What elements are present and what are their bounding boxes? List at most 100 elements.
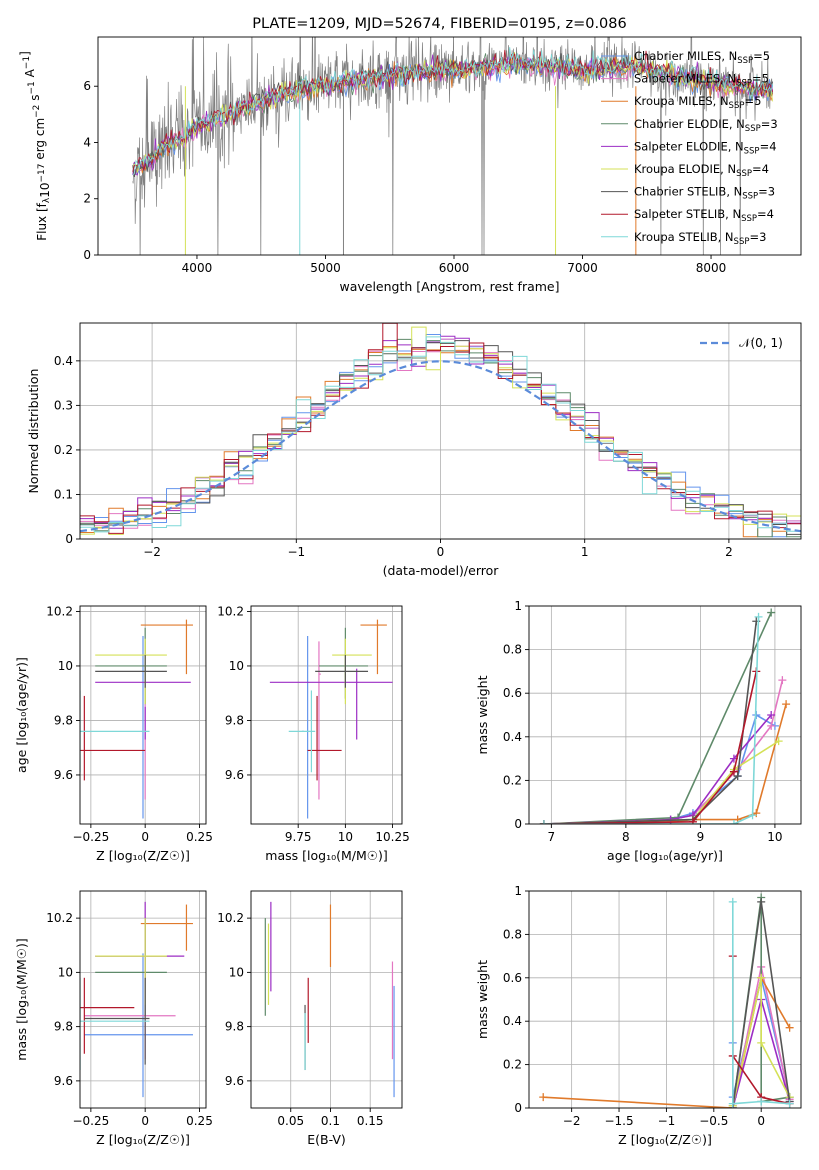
y-label-part: −1: [22, 56, 32, 69]
panel-3: −0.25 0 0.25 9.6 9.8 10 10.2 Z [log₁₀(Z/Z☉)] age…: [14, 604, 213, 863]
legend-label: Kroupa MILES, NSSP=5: [634, 94, 761, 111]
weight-marker: [782, 700, 791, 709]
y-tick-label: 0.2: [54, 443, 73, 457]
legend-label: Chabrier MILES, NSSP=5: [634, 49, 770, 66]
y-tick-label: 9.6: [225, 768, 244, 782]
model-spectrum: [132, 47, 774, 175]
legend-text: Salpeter ELODIE, N: [634, 139, 744, 153]
y-axis-label: mass weight: [475, 960, 490, 1039]
x-tick-label: 0: [141, 830, 149, 844]
y-tick-label: 0: [514, 1101, 522, 1115]
legend-label: Chabrier STELIB, NSSP=3: [634, 185, 775, 202]
axes-frame: [250, 605, 403, 825]
legend-tail: =3: [761, 117, 778, 131]
axes-frame: [79, 890, 207, 1109]
y-tick-label: 9.8: [54, 713, 73, 727]
weight-line: [543, 621, 758, 824]
legend-tail: =4: [757, 207, 774, 221]
x-tick-label: 10.25: [375, 830, 409, 844]
legend-sub: SSP: [729, 101, 745, 111]
x-tick-label: 2: [725, 545, 733, 559]
weight-marker: [767, 711, 776, 719]
legend-label: Chabrier ELODIE, NSSP=3: [634, 117, 778, 134]
y-tick-label: 9.6: [54, 768, 73, 782]
panel-8: −2 −1.5 −1 −0.5 0 0 0.2 0.4 0.6 0.8 1 Z [log₁₀(Z/Z☉…: [475, 884, 802, 1147]
y-label-part: s: [28, 95, 42, 105]
y-label-part: λ: [42, 197, 52, 203]
weight-line: [543, 671, 758, 824]
weight-marker: [778, 676, 787, 685]
legend-label: Kroupa STELIB, NSSP=3: [634, 230, 766, 247]
weight-marker: [774, 737, 783, 746]
weight-marker: [728, 1099, 737, 1108]
legend-tail: =3: [758, 185, 775, 199]
data-layer: [132, 37, 774, 255]
y-tick-label: 0.2: [503, 1058, 522, 1072]
histogram-step: [80, 323, 801, 534]
y-tick-label: 1: [514, 599, 522, 613]
y-tick-label: 0.2: [503, 773, 522, 787]
y-axis-label: mass weight: [475, 675, 490, 754]
x-tick-label: 0.05: [277, 1114, 304, 1128]
data-layer: [80, 901, 193, 1098]
x-tick-label: 7: [548, 830, 556, 844]
x-tick-label: −1.5: [604, 1114, 633, 1128]
y-tick-label: 10: [58, 965, 73, 979]
x-tick-label: 7000: [567, 261, 598, 275]
axes-frame: [79, 605, 207, 825]
y-tick-label: 10.2: [46, 911, 73, 925]
y-tick-label: 4: [83, 135, 91, 149]
legend: 𝒩(0, 1): [700, 336, 783, 350]
weight-marker: [748, 811, 757, 820]
legend-sub: SSP: [734, 237, 750, 247]
panel-7: 0.05 0.1 0.15 9.6 9.8 10 10.2 E(B-V): [217, 890, 403, 1147]
legend-sub: SSP: [741, 214, 757, 224]
x-axis-label: Z [log₁₀(Z/Z☉)]: [96, 848, 190, 863]
x-tick-label: −0.25: [72, 830, 109, 844]
y-tick-label: 0.4: [503, 1014, 522, 1028]
y-tick-label: 0.4: [503, 730, 522, 744]
y-tick-label: 0.8: [503, 927, 522, 941]
y-tick-label: 10.2: [46, 604, 73, 618]
axes-frame: [528, 605, 802, 825]
x-axis-label: Z [log₁₀(Z/Z☉)]: [618, 1132, 712, 1147]
y-label-part: 10: [38, 183, 52, 198]
weight-line: [732, 901, 790, 1105]
y-label-part: A: [23, 68, 37, 81]
y-tick-label: 0: [514, 817, 522, 831]
y-tick-label: 0: [65, 532, 73, 546]
chart-title: PLATE=1209, MJD=52674, FIBERID=0195, z=0…: [252, 16, 626, 32]
legend-label: Kroupa ELODIE, NSSP=4: [634, 162, 769, 179]
weight-marker: [785, 1023, 794, 1032]
legend-tail: =4: [752, 162, 769, 176]
y-label-part: ]: [18, 51, 32, 56]
x-tick-label: 6000: [439, 261, 470, 275]
x-tick-label: −0.25: [72, 1114, 109, 1128]
weight-marker: [757, 1038, 766, 1047]
y-tick-label: 6: [83, 79, 91, 93]
legend-tail: =5: [753, 49, 770, 63]
axes-frame: [250, 890, 403, 1109]
x-axis-label: Z [log₁₀(Z/Z☉)]: [96, 1132, 190, 1147]
normal-curve: [80, 360, 801, 533]
x-tick-label: 1: [581, 545, 589, 559]
x-tick-label: 0.25: [186, 830, 213, 844]
y-tick-label: 0.6: [503, 686, 522, 700]
panel-4: 9.75 10 10.25 9.6 9.8 10 10.2 mass [log₁₀(M/M☉)…: [217, 604, 409, 863]
legend-label: 𝒩(0, 1): [739, 336, 783, 350]
axes-frame: [97, 36, 802, 256]
y-tick-label: 10.2: [217, 604, 244, 618]
legend-sub: SSP: [737, 56, 753, 66]
legend-text: Kroupa STELIB, N: [634, 230, 734, 244]
legend-tail: =4: [760, 139, 777, 153]
y-tick-label: 0.8: [503, 643, 522, 657]
legend-sub: SSP: [745, 124, 761, 134]
weight-marker: [767, 608, 776, 617]
y-label-part: −17: [37, 164, 47, 183]
data-layer: [264, 901, 395, 1098]
legend-text: Salpeter MILES, N: [634, 72, 736, 86]
x-tick-label: 4000: [182, 261, 213, 275]
x-axis-label: wavelength [Angstrom, rest frame]: [339, 279, 559, 294]
y-tick-label: 0.6: [503, 971, 522, 985]
